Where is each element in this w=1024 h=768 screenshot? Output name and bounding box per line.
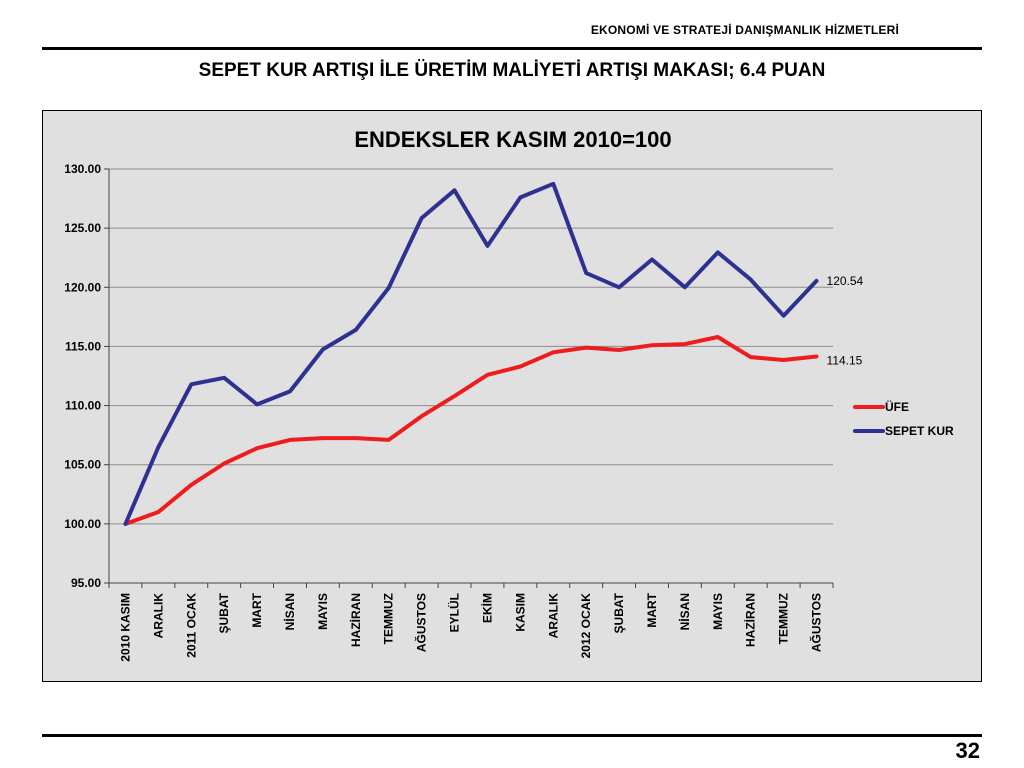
x-tick-label: MART	[250, 592, 264, 627]
x-tick-label: ŞUBAT	[612, 592, 626, 633]
y-tick-label: 105.00	[64, 458, 101, 472]
x-tick-label: EKİM	[479, 593, 494, 623]
x-tick-label: TEMMUZ	[382, 593, 396, 644]
x-tick-label: EYLÜL	[447, 593, 462, 632]
line-chart: ENDEKSLER KASIM 2010=100 95.00 100.00 105.…	[64, 127, 954, 662]
x-tick-label: ARALIK	[546, 593, 560, 639]
y-tick-label: 130.00	[64, 162, 101, 176]
x-tick-label: HAZİRAN	[743, 593, 758, 647]
x-tick-label: ŞUBAT	[217, 592, 231, 633]
page-number: 32	[955, 738, 980, 763]
x-tick-label: KASIM	[513, 593, 527, 632]
chart-title: ENDEKSLER KASIM 2010=100	[354, 127, 671, 152]
x-tick-label: 2010 KASIM	[118, 593, 132, 662]
axes: 95.00 100.00 105.00 110.00 115.00 120.00 125.0…	[64, 162, 834, 662]
data-label-sepet-kur: 120.54	[827, 274, 864, 288]
legend-label-ufe: ÜFE	[885, 399, 909, 414]
top-divider	[42, 47, 982, 50]
slide-title: SEPET KUR ARTIŞI İLE ÜRETİM MALİYETİ ART…	[198, 60, 826, 81]
chart-panel: ENDEKSLER KASIM 2010=100 95.00 100.00 105.…	[42, 110, 982, 682]
x-tick-label: NİSAN	[677, 593, 692, 630]
x-tick-label: AĞUSTOS	[414, 593, 429, 652]
x-tick-label: NİSAN	[282, 593, 297, 630]
x-tick-label: MART	[645, 592, 659, 627]
y-tick-label: 95.00	[71, 576, 101, 590]
series-lines	[123, 181, 819, 526]
bottom-divider	[42, 734, 982, 737]
x-tick-label: MAYIS	[711, 593, 725, 630]
x-tick-label: AĞUSTOS	[809, 593, 824, 652]
data-labels: 114.15 120.54	[827, 274, 864, 368]
y-tick-label: 100.00	[64, 517, 101, 531]
legend: ÜFE SEPET KUR	[853, 399, 954, 438]
series-line-ufe	[123, 335, 819, 526]
data-label-ufe: 114.15	[827, 353, 863, 367]
y-tick-label: 125.00	[64, 221, 101, 235]
y-tick-label: 115.00	[65, 339, 101, 353]
y-tick-label: 110.00	[65, 399, 101, 413]
x-tick-label: TEMMUZ	[777, 593, 791, 644]
x-tick-label: HAZİRAN	[348, 593, 363, 647]
x-tick-label: 2012 OCAK	[579, 593, 593, 659]
y-tick-label: 120.00	[64, 280, 101, 294]
gridlines	[109, 168, 833, 525]
legend-label-sepet-kur: SEPET KUR	[885, 424, 954, 438]
x-tick-label: ARALIK	[151, 593, 165, 639]
x-tick-label: 2011 OCAK	[184, 593, 198, 658]
header-text: EKONOMİ VE STRATEJİ DANIŞMANLIK HİZMETLE…	[590, 23, 899, 37]
series-line-sepet-kur	[123, 181, 819, 526]
x-tick-label: MAYIS	[316, 593, 330, 630]
